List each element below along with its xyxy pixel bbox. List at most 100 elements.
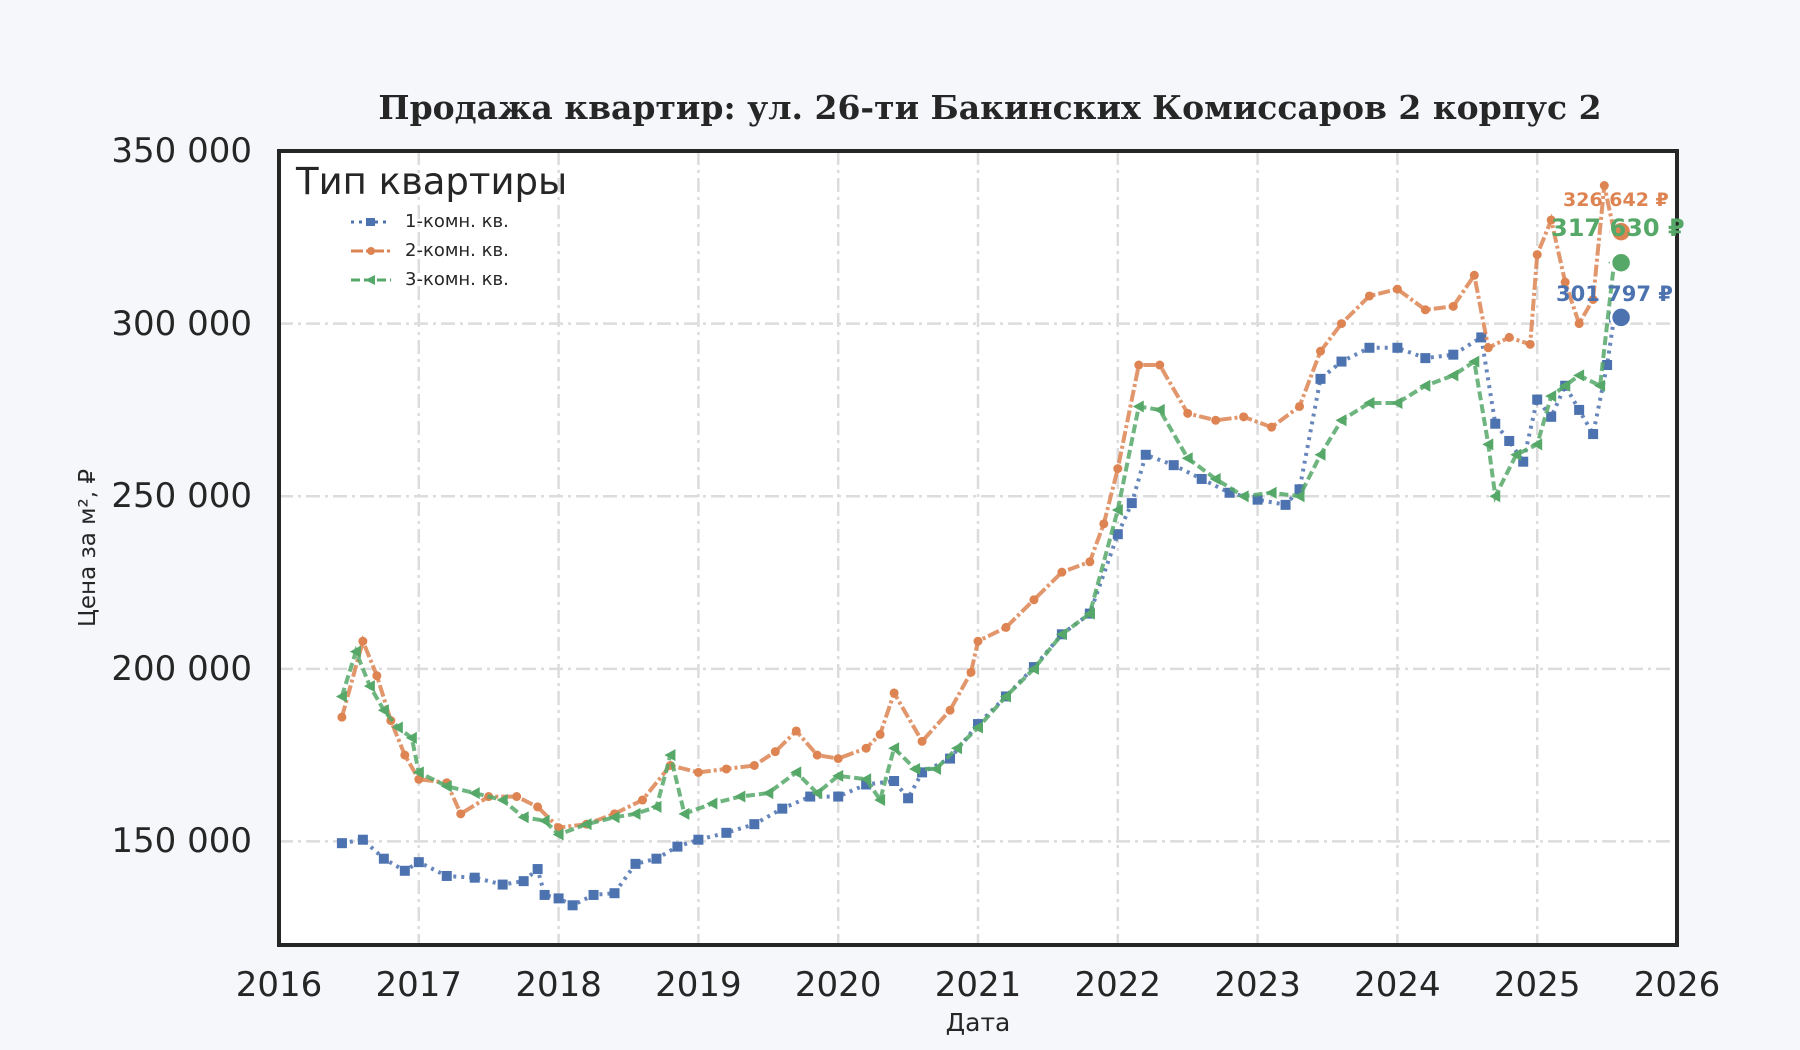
data-point [1211, 415, 1221, 425]
data-point [497, 879, 508, 890]
data-point [518, 876, 529, 887]
data-point [790, 766, 802, 779]
legend-marker-plus-icon [351, 246, 391, 255]
data-point [1295, 401, 1305, 411]
data-point [1001, 622, 1011, 632]
chart-title: Продажа квартир: ул. 26-ти Бакинских Ком… [378, 88, 1602, 127]
data-point [1560, 277, 1570, 287]
data-point [1336, 319, 1346, 329]
data-point [1588, 429, 1599, 440]
data-point [1057, 567, 1067, 577]
data-point [749, 760, 759, 770]
data-point [1209, 472, 1221, 485]
data-point [972, 721, 983, 734]
data-point [693, 834, 704, 845]
data-point [770, 747, 780, 757]
data-point [1055, 628, 1067, 641]
data-point [538, 814, 550, 827]
data-point [1181, 452, 1193, 465]
x-tick-label: 2022 [1074, 965, 1162, 1005]
data-point [1392, 284, 1402, 294]
data-point [811, 787, 823, 800]
end-value-label: 317 630 ₽ [1551, 214, 1685, 242]
data-point [1316, 346, 1326, 356]
data-point [512, 792, 522, 802]
data-point [1364, 291, 1374, 301]
legend: Тип квартиры 1-комн. кв. 2-комн. кв. 3-к… [296, 160, 567, 294]
data-point [1594, 379, 1606, 392]
data-point [1518, 456, 1529, 467]
data-point [1588, 294, 1598, 304]
data-point [609, 888, 620, 899]
data-point [412, 766, 424, 779]
data-point [1294, 484, 1305, 495]
data-point [875, 729, 885, 739]
data-point [812, 750, 822, 760]
data-point [1239, 412, 1249, 422]
data-point [693, 767, 703, 777]
data-point [791, 726, 801, 736]
legend-marker-triangle-icon [351, 274, 391, 285]
data-point [1027, 662, 1039, 675]
data-point [909, 762, 921, 775]
data-point [1099, 519, 1109, 529]
data-point [1126, 498, 1137, 509]
end-value-marker [1609, 251, 1633, 274]
x-tick-label: 2018 [515, 965, 602, 1005]
data-point [1267, 422, 1277, 432]
data-point [552, 828, 564, 841]
data-point [1280, 499, 1291, 510]
data-point [1546, 411, 1557, 422]
plot-frame [277, 149, 1679, 947]
data-point [951, 742, 963, 755]
data-point [1525, 339, 1535, 349]
data-point [1363, 397, 1375, 410]
data-point [861, 779, 872, 790]
x-tick-label: 2024 [1354, 965, 1441, 1005]
data-point [973, 636, 983, 646]
data-point [440, 780, 452, 793]
data-point [945, 753, 956, 764]
legend-item-2room: 2-комн. кв. [351, 236, 567, 265]
data-point [357, 834, 368, 845]
data-point [734, 790, 746, 803]
legend-label: 3-комн. кв. [405, 269, 509, 290]
data-point [832, 769, 844, 782]
end-value-label: 301 797 ₽ [1556, 282, 1673, 306]
data-point [496, 794, 508, 807]
data-point [861, 743, 871, 753]
legend-item-1room: 1-комн. кв. [351, 207, 567, 236]
data-point [1490, 418, 1501, 429]
data-point [456, 809, 466, 819]
data-point [966, 667, 976, 677]
end-value-marker [1609, 220, 1633, 243]
data-point [532, 864, 543, 875]
data-point [1448, 349, 1459, 360]
legend-title: Тип квартиры [296, 160, 568, 203]
data-point [1315, 373, 1326, 384]
data-point [517, 811, 529, 824]
data-point [1573, 369, 1585, 382]
data-point [917, 736, 927, 746]
data-point [539, 889, 550, 900]
data-point [441, 870, 452, 881]
legend-label: 2-комн. кв. [405, 240, 509, 261]
data-point [637, 795, 647, 805]
data-point [1504, 332, 1514, 342]
data-point [1476, 332, 1487, 343]
data-point [414, 774, 424, 784]
data-point [533, 802, 543, 812]
data-point [1482, 438, 1494, 451]
data-point [1559, 379, 1571, 392]
y-tick-label: 350 000 [111, 131, 252, 171]
data-point [1293, 490, 1305, 503]
data-point [1574, 404, 1585, 415]
data-point [1134, 360, 1144, 370]
data-point [1448, 301, 1458, 311]
data-point [1132, 400, 1144, 413]
data-point [889, 688, 899, 698]
y-tick-label: 200 000 [111, 648, 252, 689]
data-point [1140, 449, 1151, 460]
data-point [860, 773, 872, 786]
